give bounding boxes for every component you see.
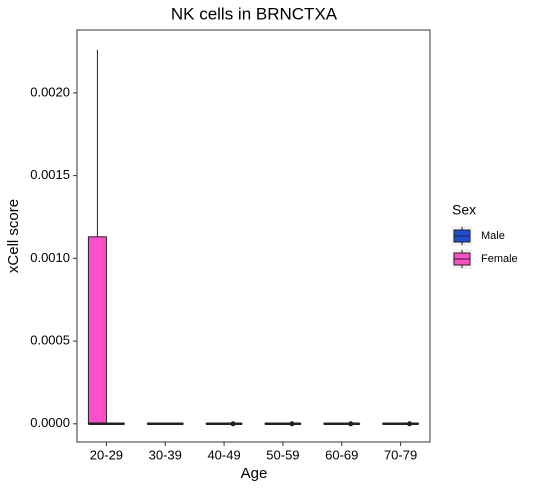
outlier <box>289 421 294 426</box>
y-tick-label: 0.0005 <box>30 333 70 348</box>
x-tick-label: 40-49 <box>207 447 240 462</box>
chart-title: NK cells in BRNCTXA <box>171 4 338 23</box>
y-tick-label: 0.0010 <box>30 250 70 265</box>
y-tick-label: 0.0020 <box>30 84 70 99</box>
x-tick-label: 30-39 <box>149 447 182 462</box>
outlier <box>231 421 236 426</box>
y-axis-title: xCell score <box>5 199 22 273</box>
x-tick-label: 60-69 <box>325 447 358 462</box>
x-axis-title: Age <box>241 465 268 482</box>
x-tick-label: 50-59 <box>266 447 299 462</box>
y-tick-label: 0.0015 <box>30 167 70 182</box>
x-tick-label: 20-29 <box>90 447 123 462</box>
outlier <box>407 421 412 426</box>
legend-label: Female <box>481 253 518 265</box>
plot-panel <box>77 30 430 442</box>
legend-label: Male <box>481 230 505 242</box>
y-tick-label: 0.0000 <box>30 415 70 430</box>
outlier <box>348 421 353 426</box>
legend-title: Sex <box>452 202 476 218</box>
x-tick-label: 70-79 <box>384 447 417 462</box>
box <box>88 237 106 424</box>
